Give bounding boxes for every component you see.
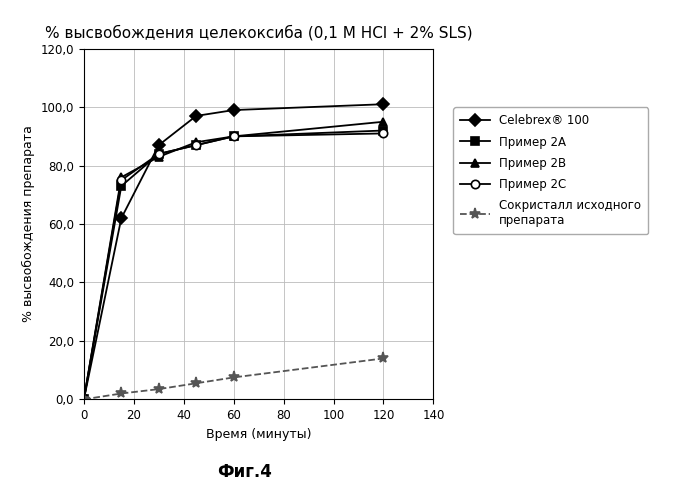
Пример 2A — [80, 396, 88, 402]
Celebrex® 100 — [380, 101, 388, 107]
Celebrex® 100 — [117, 215, 126, 221]
Пример 2C — [229, 133, 238, 139]
Celebrex® 100 — [192, 113, 201, 119]
Сокристалл исходного
препарата — [117, 391, 126, 396]
Celebrex® 100 — [154, 142, 163, 148]
Пример 2C — [154, 151, 163, 157]
Пример 2A — [154, 151, 163, 157]
Пример 2A — [192, 142, 201, 148]
Line: Пример 2C: Пример 2C — [80, 129, 388, 404]
Пример 2B — [229, 133, 238, 139]
Пример 2C — [192, 142, 201, 148]
Пример 2A — [380, 128, 388, 133]
Celebrex® 100 — [80, 396, 88, 402]
Сокристалл исходного
препарата — [380, 356, 388, 361]
Line: Сокристалл исходного
препарата: Сокристалл исходного препарата — [78, 353, 389, 405]
Line: Celebrex® 100: Celebrex® 100 — [80, 100, 388, 404]
Line: Пример 2A: Пример 2A — [80, 126, 388, 404]
Celebrex® 100 — [229, 107, 238, 113]
Пример 2B — [192, 139, 201, 145]
Пример 2A — [229, 133, 238, 139]
Пример 2C — [380, 131, 388, 136]
Пример 2B — [380, 119, 388, 125]
Сокристалл исходного
препарата — [80, 396, 88, 402]
Legend: Celebrex® 100, Пример 2A, Пример 2B, Пример 2C, Сокристалл исходного
препарата: Celebrex® 100, Пример 2A, Пример 2B, При… — [453, 107, 649, 234]
Пример 2C — [117, 177, 126, 183]
Сокристалл исходного
препарата — [192, 380, 201, 386]
Сокристалл исходного
препарата — [154, 386, 163, 392]
X-axis label: Время (минуты): Время (минуты) — [206, 428, 311, 441]
Пример 2B — [80, 396, 88, 402]
Пример 2A — [117, 183, 126, 189]
Line: Пример 2B: Пример 2B — [80, 117, 388, 404]
Пример 2B — [154, 154, 163, 160]
Сокристалл исходного
препарата — [229, 375, 238, 380]
Пример 2B — [117, 174, 126, 180]
Text: Фиг.4: Фиг.4 — [217, 463, 272, 481]
Y-axis label: % высвобождения препарата: % высвобождения препарата — [22, 126, 35, 322]
Title: % высвобождения целекоксиба (0,1 М HCl + 2% SLS): % высвобождения целекоксиба (0,1 М HCl +… — [45, 25, 473, 40]
Пример 2C — [80, 396, 88, 402]
